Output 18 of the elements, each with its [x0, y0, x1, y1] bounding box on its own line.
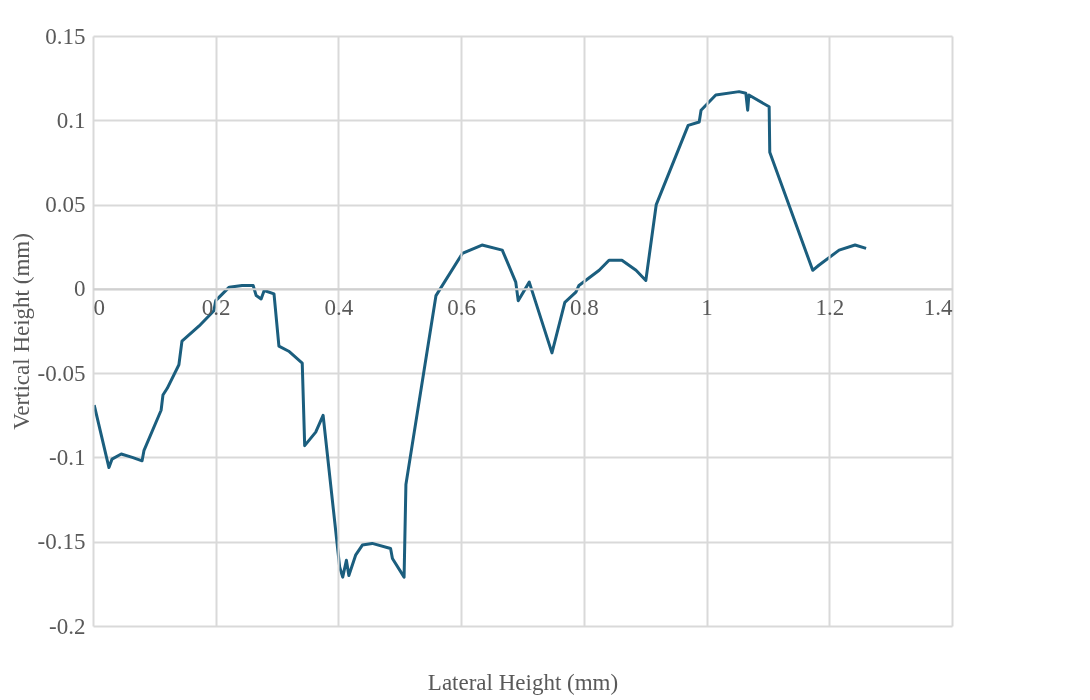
y-tick-label: -0.15 — [37, 529, 86, 555]
x-tick-label: 1.2 — [815, 295, 845, 321]
x-tick-label: 0.4 — [324, 295, 354, 321]
x-tick-label: 0.8 — [569, 295, 599, 321]
x-tick-label: 1 — [701, 295, 713, 321]
y-axis-title: Vertical Height (mm) — [8, 233, 34, 430]
y-tick-label: -0.2 — [49, 613, 86, 639]
y-tick-label: 0 — [74, 276, 86, 302]
x-tick-label: 0.6 — [447, 295, 477, 321]
y-tick-label: -0.05 — [37, 360, 86, 386]
line-series — [92, 90, 868, 579]
x-tick-label: 1.4 — [923, 295, 953, 321]
y-tick-label: 0.1 — [56, 107, 86, 133]
y-tick-label: -0.1 — [49, 444, 86, 470]
y-tick-label: 0.15 — [45, 23, 86, 49]
x-axis-title: Lateral Height (mm) — [427, 669, 619, 695]
x-tick-label: 0 — [93, 295, 105, 321]
y-tick-label: 0.05 — [45, 192, 86, 218]
